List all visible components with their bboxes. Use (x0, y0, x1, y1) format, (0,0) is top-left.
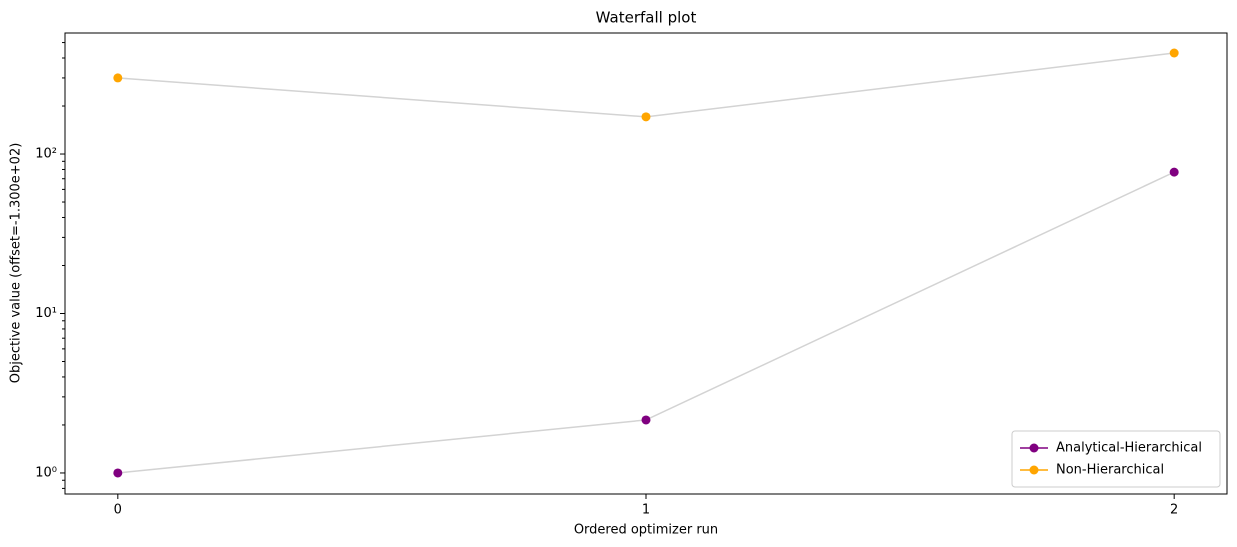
data-point (113, 468, 123, 478)
x-axis-label: Ordered optimizer run (574, 523, 718, 538)
legend-marker (1029, 465, 1039, 475)
legend-label: Analytical-Hierarchical (1056, 441, 1202, 456)
series-line (117, 171, 1175, 474)
series-line (117, 52, 1175, 118)
legend-label: Non-Hierarchical (1056, 463, 1164, 478)
y-axis-label: Objective value (offset=-1.300e+02) (9, 143, 24, 384)
y-tick-label: 10⁰ (35, 465, 57, 480)
legend: Analytical-Hierarchical Non-Hierarchical (1011, 430, 1221, 488)
data-point (641, 415, 651, 425)
legend-box (1011, 430, 1221, 488)
x-tick-label: 0 (114, 503, 122, 518)
chart-title: Waterfall plot (596, 9, 697, 27)
y-tick-label: 10¹ (35, 306, 57, 321)
x-tick-label: 2 (1170, 503, 1178, 518)
plot-frame (64, 32, 1228, 495)
y-tick-label: 10² (35, 147, 57, 162)
data-point (641, 112, 651, 122)
legend-marker (1029, 443, 1039, 453)
data-point (113, 73, 123, 83)
data-point (1169, 48, 1179, 58)
data-point (1169, 167, 1179, 177)
x-tick-label: 1 (642, 503, 650, 518)
